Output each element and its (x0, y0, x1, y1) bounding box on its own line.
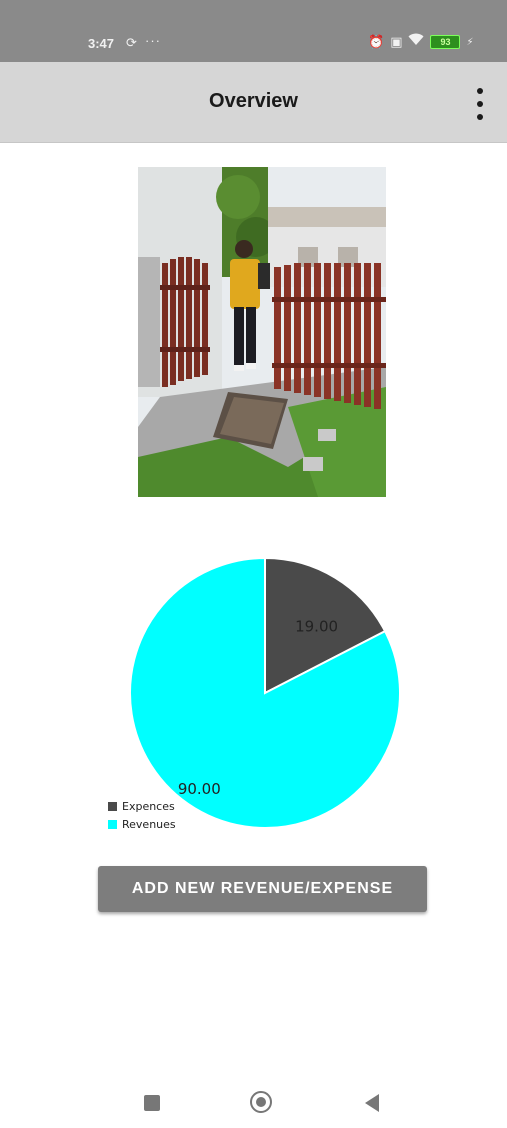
add-revenue-expense-button[interactable]: ADD NEW REVENUE/EXPENSE (98, 866, 427, 912)
pie-slice-expences (264, 556, 387, 695)
pie-label-revenues: 90.00 (178, 780, 221, 798)
status-icons: ⏰ ▣ 93 ⚡ (368, 33, 474, 51)
status-bar: 3:47 ⟳ ··· ⏰ ▣ 93 ⚡ (0, 0, 507, 62)
legend-swatch-expences (108, 801, 117, 811)
alarm-off-icon: ⏰ (368, 34, 385, 49)
legend-label: Expences (122, 799, 175, 813)
pie-label-expences: 19.00 (295, 618, 338, 636)
screen-icon: ▣ (390, 34, 403, 49)
app-bar: Overview (0, 62, 507, 143)
home-icon[interactable] (250, 1091, 272, 1113)
page-title: Overview (209, 90, 298, 112)
legend-label: Revenues (122, 817, 176, 831)
wifi-icon (408, 33, 424, 51)
status-time: 3:47 (88, 36, 115, 51)
bolt-icon: ⚡ (466, 36, 474, 48)
chart-legend: Expences Revenues (108, 797, 176, 833)
more-notifications-indicator: ··· (145, 33, 161, 48)
pie-slice-revenues (129, 556, 401, 829)
sync-icon: ⟳ (126, 35, 137, 50)
navigation-bar (0, 1085, 507, 1128)
back-icon[interactable] (365, 1094, 379, 1112)
battery-indicator: 93 (430, 35, 461, 49)
more-vertical-icon[interactable] (470, 84, 490, 124)
legend-swatch-revenues (108, 819, 117, 829)
pie-chart: 19.00 90.00 (129, 556, 401, 829)
legend-item-revenues: Revenues (108, 815, 176, 833)
photo-image (138, 167, 386, 497)
legend-item-expences: Expences (108, 797, 176, 815)
recents-icon[interactable] (144, 1095, 160, 1111)
